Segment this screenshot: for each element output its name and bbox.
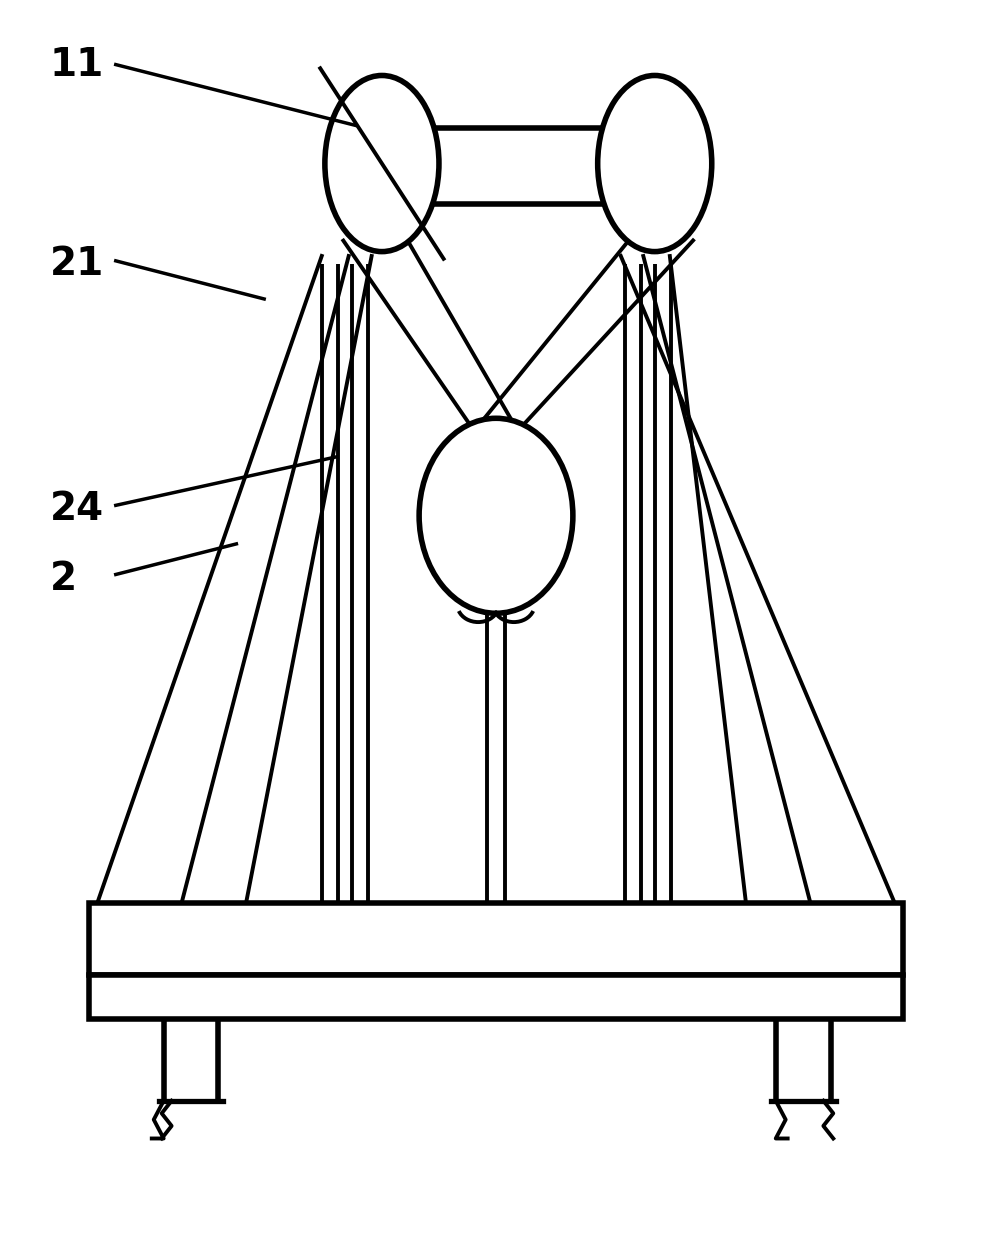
Ellipse shape [419, 418, 573, 614]
Text: 11: 11 [50, 47, 104, 84]
Bar [427, 128, 612, 204]
Text: 24: 24 [50, 491, 104, 528]
Bar [89, 975, 903, 1019]
Bar [89, 903, 903, 975]
Ellipse shape [325, 75, 438, 252]
Text: 21: 21 [50, 245, 104, 283]
Text: 2: 2 [50, 560, 76, 598]
Ellipse shape [597, 75, 711, 252]
